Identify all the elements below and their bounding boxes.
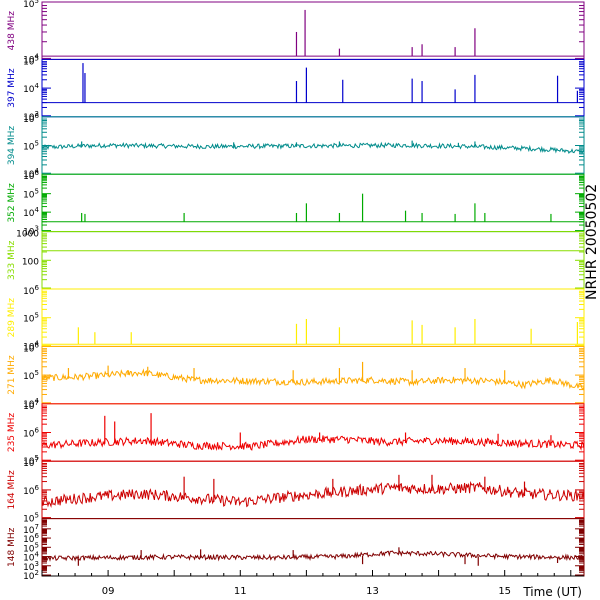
- y-tick-label: 104: [23, 551, 39, 564]
- y-tick-label: 106: [23, 427, 39, 440]
- y-tick-label: 106: [23, 532, 39, 545]
- y-tick-label: 104: [23, 206, 39, 219]
- panel-label: 235 MHz: [7, 413, 17, 453]
- y-tick-label: 105: [23, 369, 39, 382]
- y-tick-label: 107: [23, 456, 39, 469]
- y-tick-label: 103: [23, 110, 39, 123]
- y-tick-label: 105: [23, 454, 39, 467]
- panel-frame: [41, 173, 585, 233]
- y-tick-label: 104: [23, 397, 39, 410]
- y-tick-label: 105: [23, 312, 39, 325]
- panel-frame: [41, 231, 585, 290]
- y-tick-label: 105: [23, 140, 39, 153]
- x-tick-label: 15: [498, 586, 511, 597]
- panel-label: 394 MHz: [7, 126, 17, 166]
- y-tick-label: 105: [23, 54, 39, 67]
- y-tick-label: 104: [23, 167, 39, 180]
- data-trace: [41, 434, 585, 452]
- data-trace: [41, 368, 585, 391]
- y-tick-label: 103: [23, 560, 39, 573]
- y-tick-label: 100: [22, 257, 39, 267]
- y-tick-label: 106: [23, 341, 39, 354]
- y-tick-label: 107: [23, 399, 39, 412]
- panel-label: 289 MHz: [7, 298, 17, 338]
- y-tick-label: 103: [23, 225, 39, 238]
- y-tick-label: 105: [23, 188, 39, 201]
- panel-label: 148 MHz: [7, 527, 17, 567]
- panel-frame: [41, 288, 585, 347]
- panel-label: 271 MHz: [7, 355, 17, 395]
- y-tick-label: 104: [23, 82, 39, 95]
- panel-frame: [41, 403, 585, 462]
- chart-title: NRHR 20050502: [584, 183, 600, 300]
- panel-label: 438 MHz: [7, 11, 17, 51]
- x-tick-label: 09: [102, 586, 115, 597]
- data-trace: [41, 549, 585, 562]
- panel-frame: [41, 58, 585, 118]
- panel-label: 397 MHz: [7, 68, 17, 108]
- x-axis-label: Time (UT): [522, 585, 582, 599]
- panel-label: 333 MHz: [7, 240, 17, 280]
- panel-label: 164 MHz: [7, 470, 17, 510]
- y-tick-label: 106: [23, 484, 39, 497]
- y-tick-label: 105: [23, 541, 39, 554]
- panel-label: 352 MHz: [7, 183, 17, 223]
- x-tick-label: 11: [234, 586, 247, 597]
- data-trace: [41, 480, 585, 509]
- x-tick-label: 13: [366, 586, 379, 597]
- y-tick-label: 106: [23, 169, 39, 182]
- y-tick-label: 104: [23, 339, 39, 352]
- y-tick-label: 1000: [16, 230, 39, 240]
- y-tick-label: 105: [23, 0, 39, 10]
- y-tick-label: 106: [23, 284, 39, 297]
- y-tick-label: 105: [23, 512, 39, 525]
- y-tick-label: 106: [23, 112, 39, 125]
- panel-frame: [41, 518, 585, 577]
- y-tick-label: 107: [23, 523, 39, 536]
- y-tick-label: 104: [23, 52, 39, 65]
- panel-frame: [41, 345, 585, 405]
- panel-frame: [41, 1, 585, 60]
- y-tick-label: 102: [23, 569, 39, 582]
- data-trace: [41, 141, 585, 155]
